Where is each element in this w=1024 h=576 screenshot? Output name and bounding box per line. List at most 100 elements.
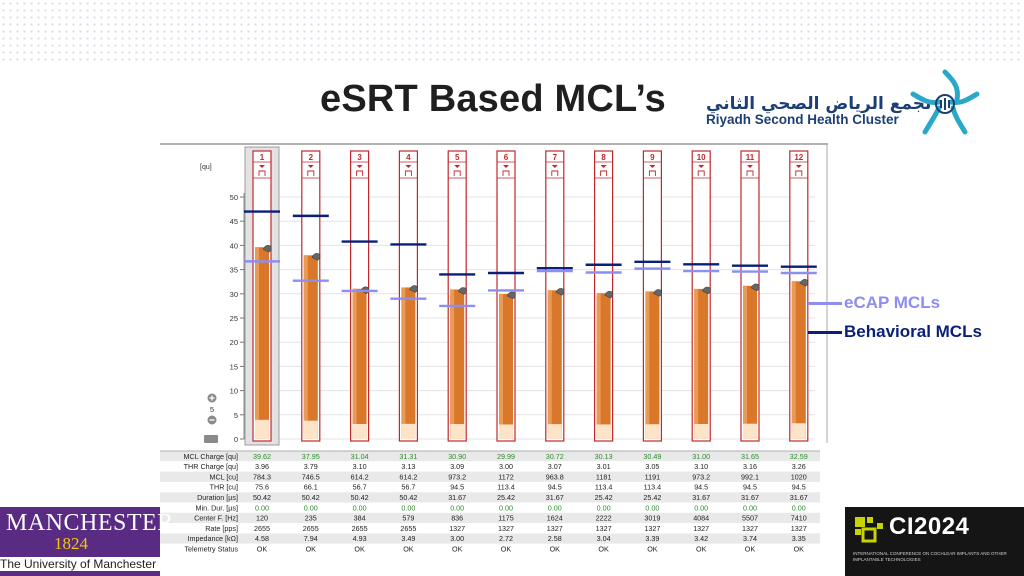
zoom-controls: 5	[207, 393, 217, 425]
table-cell: 3019	[644, 514, 660, 523]
table-cell: 0.00	[450, 503, 464, 512]
table-cell: 7410	[791, 514, 807, 523]
table-cell: 1191	[645, 472, 660, 481]
table-cell: 3.16	[743, 462, 757, 471]
table-row: THR [cu] 75.6 66.1 56.7 56.7 94.5 113.4 94.5 113…	[160, 481, 820, 493]
channel-number: 5	[455, 153, 460, 162]
zoom-in-glyph	[209, 395, 215, 401]
table-cell: 3.49	[401, 534, 415, 543]
table-cell: 2655	[303, 524, 319, 533]
channel-10: 10	[691, 150, 711, 442]
table-row: Center F. [Hz] 120 235 384 579 836 1175 1624 222…	[160, 512, 820, 524]
mcl-bar-highlight	[596, 293, 601, 439]
thr-bar	[547, 424, 562, 439]
channel-note-icon	[600, 170, 608, 176]
table-cell: 3.07	[548, 462, 562, 471]
channel-4: 4	[398, 150, 418, 442]
table-cell: 66.1	[304, 483, 318, 492]
mcl-bar-highlight	[791, 281, 796, 439]
table-cell: 31.67	[741, 493, 759, 502]
y-tick-label: 20	[230, 338, 238, 347]
table-cell: 992.1	[741, 472, 759, 481]
table-cell: 31.67	[692, 493, 710, 502]
mcl-bar-highlight	[303, 255, 308, 439]
table-row: Impedance [kΩ] 4.58 7.94 4.93 3.49 3.00 2.72 2.…	[160, 533, 820, 544]
channel-note-icon	[795, 170, 803, 176]
mcl-handle-icon	[799, 279, 809, 287]
table-cell: 50.42	[253, 493, 271, 502]
y-tick-label: 35	[230, 266, 238, 275]
table-row-label: Center F. [Hz]	[194, 514, 238, 523]
thr-bar	[596, 424, 611, 439]
thr-bar	[743, 423, 757, 439]
table-cell: 1327	[547, 524, 563, 533]
table-cell: 56.7	[353, 483, 367, 492]
table-cell: 973.2	[692, 472, 710, 481]
channel-9: 9	[642, 150, 662, 442]
table-cell: 3.35	[792, 534, 806, 543]
table-cell: 836	[451, 514, 463, 523]
table-cell: 3.13	[401, 462, 415, 471]
table-cell: 56.7	[401, 483, 415, 492]
channel-arrow-icon	[551, 165, 558, 168]
table-cell: 31.31	[399, 452, 417, 461]
table-cell: 1172	[498, 472, 513, 481]
mcl-bar-highlight	[450, 289, 455, 439]
channel-arrow-icon	[795, 165, 802, 168]
table-cell: 7.94	[304, 534, 318, 543]
table-row-label: MCL [cu]	[210, 472, 239, 481]
mcl-handle-icon	[701, 286, 711, 295]
channel-number: 7	[553, 153, 558, 162]
table-cell: 0.00	[499, 503, 513, 512]
table-cell: 784.3	[253, 472, 271, 481]
table-row-bg	[160, 523, 820, 534]
table-cell: 30.90	[448, 452, 466, 461]
table-row: MCL Charge [qu] 39.62 37.95 31.04 31.31 30.90…	[160, 451, 820, 462]
table-cell: 0.00	[353, 503, 367, 512]
table-row-label: Min. Dur. [µs]	[196, 503, 238, 512]
table-cell: 614.2	[399, 472, 417, 481]
table-cell: 31.67	[448, 493, 466, 502]
channel-arrow-icon	[649, 165, 656, 168]
table-cell: 579	[402, 514, 414, 523]
y-tick-label: 5	[234, 411, 238, 420]
mcl-handle-icon	[750, 283, 760, 292]
table-cell: 113.4	[644, 483, 661, 492]
channel-note-icon	[746, 170, 754, 176]
ci2024-logo: CI2024 INTERNATIONAL CONFERENCE ON COCHL…	[845, 507, 1024, 576]
table-cell: 5507	[742, 514, 758, 523]
channel-number: 2	[309, 153, 314, 162]
table-row-bg	[160, 502, 820, 513]
channel-number: 6	[504, 153, 509, 162]
channel-number: 1	[260, 153, 265, 162]
table-cell: 25.42	[497, 493, 515, 502]
table-cell: 94.5	[694, 483, 708, 492]
channel-1: 1	[252, 150, 272, 442]
y-tick-label: 50	[230, 193, 238, 202]
table-row-label: Telemetry Status	[184, 545, 238, 554]
table-cell: 3.10	[694, 462, 708, 471]
mcl-handle-icon	[457, 287, 467, 295]
table-cell: 1327	[498, 524, 514, 533]
table-cell: 25.42	[643, 493, 661, 502]
channel-8: 8	[594, 150, 614, 442]
mcl-bar-highlight	[743, 285, 747, 439]
y-tick-label: 40	[230, 241, 238, 250]
table-cell: 3.96	[255, 462, 269, 471]
ci2024-mark-icon	[855, 517, 883, 543]
table-cell: 30.49	[643, 452, 661, 461]
legend-ecap-swatch	[808, 302, 842, 306]
slide-title: eSRT Based MCL’s	[320, 78, 666, 120]
table-cell: OK	[257, 545, 268, 554]
legend-behavioral-swatch	[808, 331, 842, 335]
thr-bar	[450, 424, 465, 439]
table-row-bg	[160, 533, 820, 544]
table-cell: 31.65	[741, 452, 759, 461]
channel-note-icon	[551, 170, 559, 176]
mcl-handle-icon	[555, 288, 565, 296]
table-cell: 1181	[596, 472, 611, 481]
table-cell: 3.00	[499, 462, 513, 471]
table-cell: 0.00	[597, 503, 611, 512]
channel-note-icon	[258, 170, 266, 176]
